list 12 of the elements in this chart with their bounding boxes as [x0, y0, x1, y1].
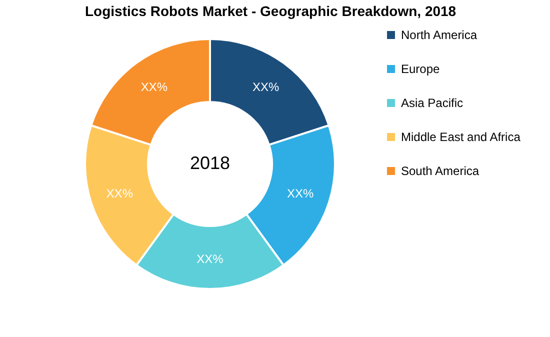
data-label: XX%: [106, 186, 134, 200]
data-label: XX%: [196, 252, 224, 266]
data-label: XX%: [287, 186, 314, 200]
legend-label: Middle East and Africa: [401, 130, 521, 144]
chart-title: Logistics Robots Market - Geographic Breakdown, 2018: [85, 3, 456, 19]
data-label: XX%: [252, 80, 280, 94]
data-label: XX%: [140, 80, 168, 94]
legend-label: Asia Pacific: [401, 96, 464, 110]
legend-label: South America: [401, 164, 480, 178]
legend-label: North America: [401, 28, 478, 42]
text: 2018: [190, 153, 230, 173]
legend-label: Europe: [401, 62, 440, 76]
